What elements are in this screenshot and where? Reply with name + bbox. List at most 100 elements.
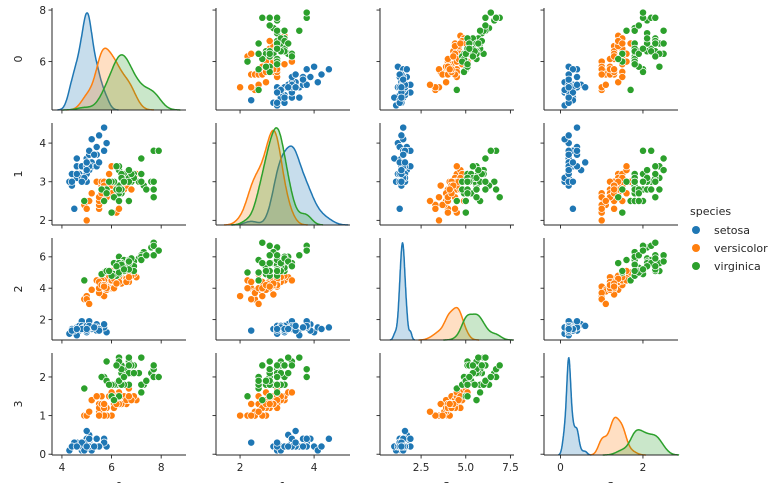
data-point-virginica [265, 357, 274, 366]
legend-marker [692, 244, 700, 252]
data-point-virginica [137, 177, 146, 186]
data-point-virginica [284, 369, 293, 378]
data-point-virginica [639, 246, 647, 255]
data-point-virginica [80, 276, 89, 285]
data-point-virginica [472, 396, 481, 405]
data-point-virginica [634, 197, 643, 205]
y-tick-label: 6 [39, 56, 46, 68]
data-point-setosa [390, 154, 399, 163]
data-point-virginica [149, 185, 158, 194]
data-point-virginica [463, 392, 472, 401]
data-point-versicolor [438, 411, 447, 420]
data-point-versicolor [247, 400, 256, 408]
data-point-virginica [295, 251, 304, 260]
data-point-virginica [465, 373, 474, 381]
data-point-virginica [302, 246, 311, 255]
data-point-setosa [564, 131, 573, 140]
data-point-virginica [452, 85, 461, 94]
data-point-setosa [317, 442, 326, 451]
data-point-virginica [273, 267, 282, 275]
legend-marker [692, 226, 700, 234]
data-point-virginica [492, 13, 501, 22]
data-point-versicolor [254, 299, 263, 308]
data-point-virginica [142, 185, 151, 194]
data-point-setosa [302, 65, 311, 74]
kde-curve-versicolor [418, 306, 480, 341]
data-point-virginica [254, 85, 263, 94]
data-point-setosa [324, 323, 333, 332]
data-point-versicolor [243, 284, 252, 293]
data-point-versicolor [247, 295, 256, 304]
data-point-virginica [643, 166, 652, 175]
data-point-setosa [85, 434, 94, 443]
data-point-virginica [124, 197, 133, 205]
legend-item-versicolor: versicolor [686, 239, 768, 257]
data-point-versicolor [247, 83, 256, 92]
data-point-virginica [639, 44, 647, 53]
data-point-virginica [287, 262, 296, 271]
data-point-virginica [262, 376, 270, 385]
data-point-virginica [474, 39, 483, 48]
data-point-virginica [80, 384, 89, 393]
data-point-virginica [149, 241, 158, 250]
data-point-setosa [295, 93, 304, 102]
x-tick-label: 2 [237, 462, 244, 474]
kde-fill-virginica [62, 54, 181, 110]
data-point-setosa [581, 158, 590, 167]
data-point-setosa [317, 325, 326, 333]
data-point-virginica [630, 60, 639, 69]
x-axis-label: 0 [116, 480, 123, 483]
data-point-virginica [481, 185, 490, 194]
data-point-setosa [397, 442, 406, 451]
data-point-virginica [639, 8, 647, 17]
data-point-versicolor [601, 299, 610, 308]
data-point-virginica [254, 268, 263, 277]
data-point-setosa [406, 434, 415, 443]
data-point-virginica [452, 384, 461, 393]
data-point-virginica [659, 257, 668, 266]
x-tick-label: 7.5 [502, 462, 519, 474]
data-point-versicolor [618, 39, 627, 48]
data-point-virginica [243, 268, 252, 277]
data-point-setosa [90, 150, 99, 159]
data-point-versicolor [115, 204, 123, 213]
data-point-versicolor [426, 197, 434, 205]
data-point-setosa [313, 78, 322, 87]
data-point-versicolor [287, 276, 296, 285]
data-point-virginica [626, 85, 635, 94]
y-tick-label: 6 [39, 252, 46, 264]
data-point-versicolor [610, 185, 619, 194]
subplot-1-1 [212, 123, 350, 229]
data-point-virginica [614, 193, 623, 202]
data-point-setosa [399, 75, 408, 84]
data-point-virginica [481, 13, 490, 22]
data-point-setosa [284, 442, 293, 451]
data-point-setosa [77, 177, 86, 186]
data-point-setosa [72, 154, 81, 163]
kde-curve-setosa [389, 242, 416, 341]
data-point-versicolor [431, 204, 440, 213]
x-tick-label: 5.0 [457, 462, 474, 474]
data-point-virginica [115, 197, 123, 205]
data-point-virginica [639, 177, 647, 186]
data-point-versicolor [124, 392, 133, 401]
y-axis-label: 1 [12, 171, 25, 178]
data-point-versicolor [442, 78, 451, 87]
data-point-setosa [247, 438, 256, 447]
data-point-setosa [306, 73, 315, 81]
legend-marker [692, 262, 700, 270]
data-point-versicolor [280, 60, 289, 69]
data-point-setosa [291, 83, 300, 92]
data-point-versicolor [112, 279, 121, 288]
data-point-virginica [112, 361, 121, 370]
data-point-versicolor [451, 204, 459, 213]
data-point-virginica [80, 197, 89, 205]
kde-fill-versicolor [224, 130, 308, 225]
y-tick-label: 1 [39, 410, 46, 422]
data-point-virginica [659, 26, 668, 35]
data-point-versicolor [236, 411, 245, 420]
data-point-versicolor [247, 411, 256, 420]
data-point-virginica [639, 265, 647, 274]
data-point-setosa [573, 317, 581, 326]
data-point-virginica [472, 193, 481, 202]
